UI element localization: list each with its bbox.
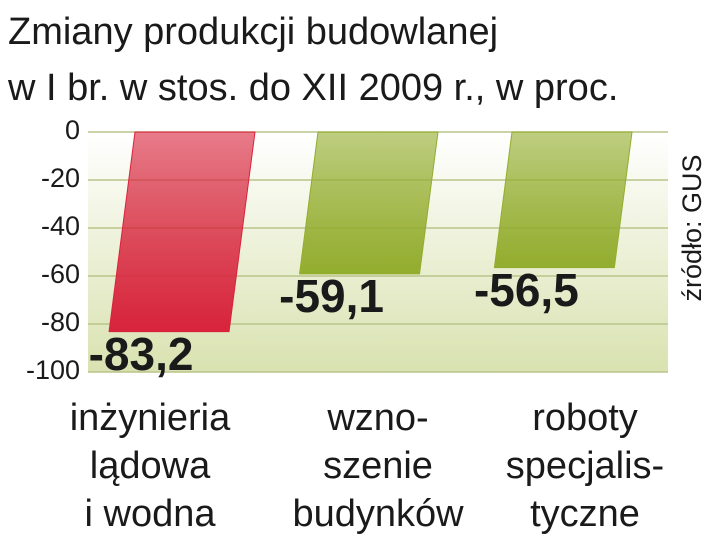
y-tick-label: -60 [41,259,80,289]
value-label: -56,5 [474,264,579,316]
bar [108,131,256,333]
x-tick-label: specjalis- [506,445,664,487]
y-tick-label: -20 [41,163,80,193]
bar [299,131,439,275]
y-tick-label: 0 [65,115,80,145]
x-tick-label: i wodna [85,493,217,535]
x-tick-label: wzno- [326,397,428,439]
chart-title: w I br. w stos. do XII 2009 r., w proc. [7,67,618,109]
value-label: -59,1 [279,270,384,322]
x-tick-label: lądowa [90,445,211,487]
x-tick-label: szenie [323,445,433,487]
x-tick-label: tyczne [530,493,640,535]
y-tick-label: -100 [26,355,80,385]
chart-title: Zmiany produkcji budowlanej [8,11,498,53]
value-label: -83,2 [89,328,194,380]
x-tick-label: inżynieria [70,397,231,439]
y-tick-label: -80 [41,307,80,337]
bar [493,131,633,269]
x-tick-label: roboty [532,397,638,439]
source: źródło: GUS [677,154,707,301]
x-tick-label: budynków [292,493,464,535]
y-tick-label: -40 [41,211,80,241]
